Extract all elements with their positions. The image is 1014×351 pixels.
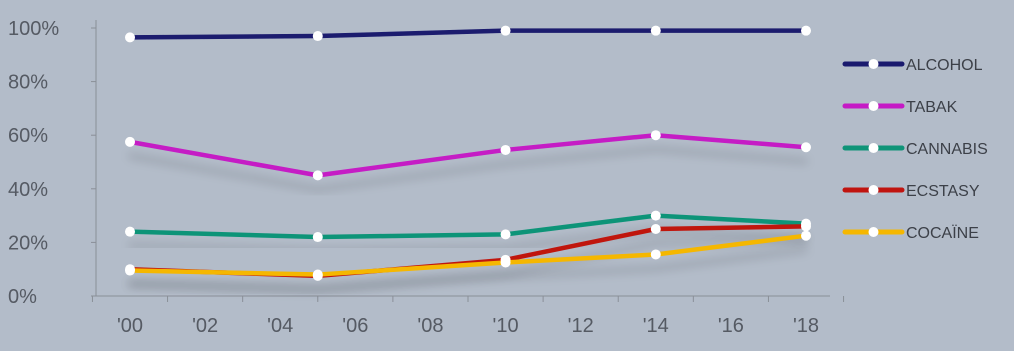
data-point-ecstasy xyxy=(650,224,661,234)
data-point-cocaine xyxy=(801,230,811,241)
data-point-tabak xyxy=(125,136,135,147)
data-point-tabak xyxy=(801,142,811,153)
x-tick-label: '08 xyxy=(417,315,443,337)
data-point-cannabis xyxy=(125,226,135,237)
legend-label-ecstasy: ECSTASY xyxy=(906,183,980,200)
legend-marker-tabak xyxy=(868,101,879,111)
y-tick-label: 60% xyxy=(8,125,48,147)
data-point-cannabis xyxy=(650,210,661,221)
series-line-tabak xyxy=(127,132,809,178)
data-point-cannabis xyxy=(312,232,323,243)
data-point-alcohol xyxy=(650,25,661,36)
data-point-alcohol xyxy=(801,25,811,36)
series-line-cocaine xyxy=(127,233,809,277)
x-tick-label: '02 xyxy=(192,315,218,337)
x-tick-label: '16 xyxy=(718,315,744,337)
data-point-tabak xyxy=(650,130,661,141)
data-point-alcohol xyxy=(125,32,135,43)
axes: 0% 20% 40% 60% 80% 100% '00 '02 '04 '06 '08 '10 '12 '… xyxy=(8,18,845,337)
series-layer xyxy=(125,25,811,281)
data-point-cannabis xyxy=(500,229,511,240)
data-point-alcohol xyxy=(312,31,323,42)
legend-marker-ecstasy xyxy=(868,185,879,195)
data-point-tabak xyxy=(312,170,323,181)
legend-marker-cocaine xyxy=(868,227,879,237)
y-tick-label: 80% xyxy=(8,72,48,94)
y-tick-label: 100% xyxy=(8,18,59,40)
x-tick-label: '06 xyxy=(342,315,368,337)
legend-label-tabak: TABAK xyxy=(906,99,958,116)
legend-marker-cannabis xyxy=(868,143,879,153)
legend-marker-alcohol xyxy=(868,59,879,69)
legend-label-cocaine: COCAÏNE xyxy=(906,224,979,242)
data-point-ecstasy xyxy=(801,221,811,232)
y-tick-label: 20% xyxy=(8,232,48,254)
y-tick-label: 40% xyxy=(8,179,48,201)
x-tick-label: '14 xyxy=(643,315,669,337)
x-tick-label: '18 xyxy=(793,315,819,337)
x-tick-label: '04 xyxy=(267,315,293,337)
data-point-alcohol xyxy=(500,25,511,36)
legend-label-alcohol: ALCOHOL xyxy=(906,57,983,74)
series-line-alcohol xyxy=(127,28,809,40)
x-tick-label: '10 xyxy=(493,315,519,337)
y-tick-label: 0% xyxy=(8,286,37,308)
legend-label-cannabis: CANNABIS xyxy=(906,141,988,158)
x-tick-label: '12 xyxy=(568,315,594,337)
data-point-cocaine xyxy=(312,269,323,280)
data-point-cocaine xyxy=(650,249,661,260)
legend: ALCOHOL TABAK CANNABIS ECSTASY COCAÏNE xyxy=(842,57,988,242)
data-point-cocaine xyxy=(125,265,135,276)
data-point-tabak xyxy=(500,144,511,155)
data-point-cocaine xyxy=(500,257,511,268)
x-tick-label: '00 xyxy=(117,315,143,337)
